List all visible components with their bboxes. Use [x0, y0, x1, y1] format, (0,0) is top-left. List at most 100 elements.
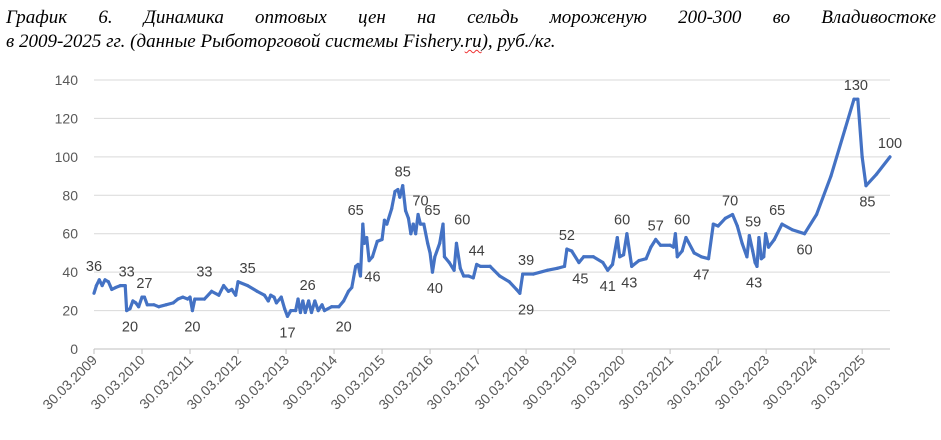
series-line-segment [137, 295, 144, 309]
series-line-segment [441, 222, 447, 259]
data-label: 65 [424, 203, 440, 219]
series-line-segment [350, 264, 358, 290]
series-line-segment [874, 155, 892, 176]
gridlines [94, 79, 890, 312]
data-label: 46 [364, 270, 380, 286]
series-line-segment [764, 232, 771, 249]
series-line-segment [644, 245, 653, 261]
data-label: 65 [348, 203, 364, 219]
data-label: 39 [518, 253, 534, 269]
caption-line-2: в 2009-2025 гг. (данные Рыботорговой сис… [6, 30, 936, 54]
data-label: 40 [427, 281, 443, 297]
data-label: 60 [796, 243, 812, 259]
series-line-segment [370, 239, 379, 259]
series-line-segment [790, 228, 807, 236]
data-label: 60 [674, 213, 690, 229]
series-line-segment [518, 272, 525, 295]
data-label: 65 [769, 203, 785, 219]
series-line-segment [416, 212, 423, 226]
series-line-segment [123, 283, 129, 313]
data-label: 85 [395, 165, 411, 181]
series-line-segment [856, 97, 864, 159]
series-line-segment [202, 289, 214, 301]
series-line-segment [422, 222, 430, 245]
data-label: 85 [859, 195, 875, 211]
data-label: 52 [559, 228, 575, 244]
series-line-segment [246, 283, 259, 293]
y-tick-label: 80 [62, 187, 78, 203]
spellcheck-underline: ru [464, 31, 482, 52]
data-label: 20 [122, 320, 138, 336]
series-line-segment [864, 172, 879, 188]
series-line-segment [802, 212, 819, 236]
caption-line-1: График 6. Динамика оптовых цен на сельдь… [6, 7, 936, 28]
series-line-segment [190, 297, 197, 313]
y-tick-label: 20 [62, 303, 78, 319]
series-line-segment [234, 280, 240, 297]
x-axis: 30.03.200930.03.201030.03.201130.03.2012… [39, 348, 890, 413]
y-tick-label: 40 [62, 264, 78, 280]
data-label: 26 [300, 278, 316, 294]
y-tick-label: 140 [55, 72, 79, 88]
data-label: 100 [878, 136, 902, 152]
series-line-segment [433, 241, 442, 259]
caption-text: в 2009-2025 гг. (данные Рыботорговой сис… [6, 31, 403, 52]
series-line-segment [615, 235, 622, 259]
series-line-segment [684, 235, 696, 255]
series-line-segment [591, 255, 605, 265]
series-line-segment [471, 262, 479, 280]
data-label: 47 [693, 268, 709, 284]
data-label: 44 [469, 243, 485, 259]
series-line-segment [706, 222, 715, 261]
series-line-segment [680, 235, 688, 253]
series-line-segment [562, 247, 569, 268]
series-line-segment [365, 235, 371, 263]
series-line-segment [625, 232, 634, 268]
series-line-segment [716, 216, 727, 228]
series-line-segment [279, 295, 287, 311]
series-line-segment [751, 249, 757, 265]
series-line-segment [747, 234, 755, 253]
series-line-segment [342, 289, 351, 303]
series-line-segment [454, 241, 462, 270]
data-label: 33 [119, 265, 135, 281]
series-line-segment [780, 222, 795, 232]
series-line-segment [217, 283, 226, 297]
y-tick-label: 0 [70, 341, 78, 357]
data-label: 33 [196, 265, 212, 281]
series-line-segment [380, 218, 387, 242]
data-label: 43 [621, 275, 637, 291]
data-label: 70 [412, 194, 428, 210]
chart-caption: График 6. Динамика оптовых цен на сельдь… [6, 6, 936, 54]
data-label: 59 [745, 215, 761, 231]
data-label: 41 [600, 279, 616, 295]
data-label: 60 [614, 213, 630, 229]
data-label: 17 [279, 325, 295, 341]
series-line-segment [507, 280, 519, 292]
series-line-segment [401, 184, 408, 213]
y-tick-label: 100 [55, 149, 79, 165]
series-line-segment [829, 126, 847, 178]
y-tick-label: 60 [62, 226, 78, 242]
data-label: 130 [844, 78, 868, 94]
y-tick-label: 120 [55, 110, 79, 126]
data-label: 29 [518, 302, 534, 318]
series-lines [92, 97, 892, 318]
caption-text-end: ), руб./кг. [481, 31, 556, 52]
series-line-segment [843, 97, 856, 130]
data-label: 45 [572, 272, 588, 288]
caption-source-link: Fishery.ru [402, 31, 482, 52]
data-label: 57 [648, 218, 664, 234]
series-line-segment [430, 255, 437, 274]
data-label: 43 [746, 275, 762, 291]
series-line-segment [546, 266, 559, 272]
series-line-segment [488, 264, 502, 278]
y-axis-ticks: 0 20 40 60 80 100 120 140 [55, 72, 79, 357]
series-line-segment [390, 189, 397, 211]
data-label: 20 [336, 320, 352, 336]
series-line-segment [673, 232, 679, 259]
series-line-segment [426, 241, 432, 255]
series-line-segment [735, 224, 744, 245]
